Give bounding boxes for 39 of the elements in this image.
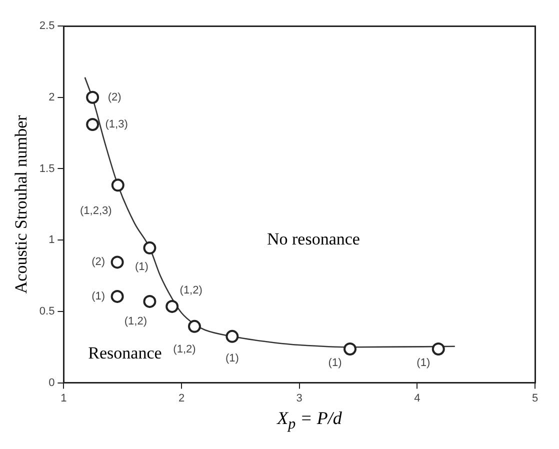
annotation: (1,2) xyxy=(180,284,202,296)
y-tick-label: 2.5 xyxy=(39,20,55,32)
annotation: (1) xyxy=(92,290,106,302)
point xyxy=(344,342,357,356)
annotation: No resonance xyxy=(266,230,360,249)
x-tick-label: 2 xyxy=(178,392,185,404)
annotation: (1) xyxy=(416,357,430,370)
point xyxy=(86,118,100,131)
point xyxy=(188,320,201,333)
annotation: (1,2,3) xyxy=(80,205,112,218)
annotation: (1) xyxy=(134,260,148,273)
annotation: (1,2) xyxy=(173,343,196,356)
annotation: (2) xyxy=(92,256,106,268)
x-tick-label: 3 xyxy=(296,392,302,404)
point xyxy=(226,330,239,343)
point xyxy=(110,290,124,303)
y-tick-label: 1 xyxy=(48,234,55,246)
point xyxy=(111,178,124,192)
point xyxy=(432,342,445,356)
y-tick-label: 0 xyxy=(48,376,55,389)
x-tick-label: 4 xyxy=(414,392,420,404)
x-tick-label: 5 xyxy=(532,392,538,404)
annotation: Resonance xyxy=(88,344,162,363)
point xyxy=(143,241,156,254)
y-axis-title: Acoustic Strouhal number xyxy=(12,114,31,294)
point xyxy=(110,256,124,269)
point xyxy=(166,300,179,313)
annotation: (1) xyxy=(328,357,342,370)
x-axis-title: X$_{p}$ = P/d xyxy=(276,408,343,434)
y-tick-label: 0.5 xyxy=(39,305,55,318)
point xyxy=(86,90,100,104)
y-tick-label: 1.5 xyxy=(39,162,55,175)
annotation: (1,3) xyxy=(105,118,128,131)
annotation: (1) xyxy=(225,352,239,364)
x-tick-label: 1 xyxy=(60,392,67,404)
point xyxy=(143,294,156,308)
y-tick-label: 2 xyxy=(48,91,55,104)
annotation: (1,2) xyxy=(124,315,148,328)
annotation: (2) xyxy=(108,91,122,104)
